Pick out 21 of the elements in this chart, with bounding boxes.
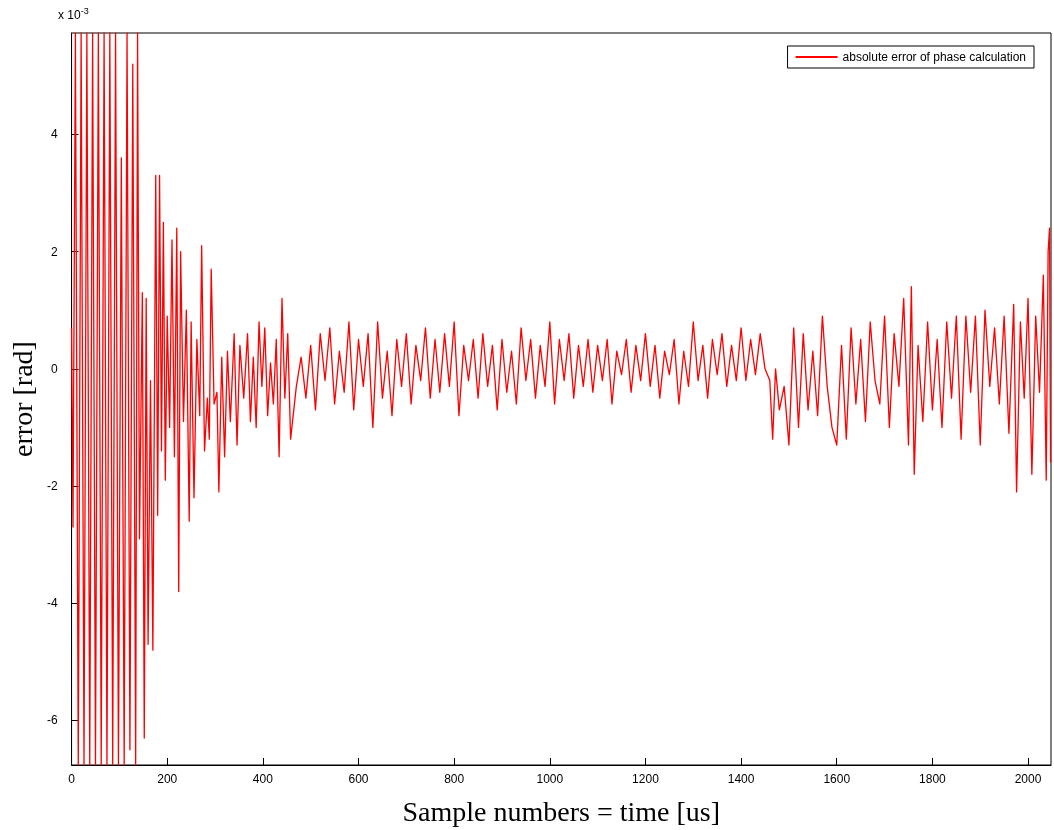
legend-label: absolute error of phase calculation [842,50,1027,64]
y-tick-label: -6 [46,713,58,728]
x-tick-label: 400 [252,772,274,786]
x-tick-label: 600 [348,772,369,786]
y-tick-label: -4 [46,596,58,611]
x-tick-label: 1800 [919,772,947,786]
x-tick-label: 2000 [1014,772,1042,786]
x-tick-label: 200 [157,772,178,786]
x-tick-label: 1200 [632,772,660,786]
x-tick-label: 1400 [727,772,755,786]
x-tick-label: 1000 [536,772,564,786]
x-axis-title: Sample numbers = time [us] [402,795,721,827]
y-axis-title: error [rad] [6,341,38,457]
y-tick-label: 4 [50,127,58,142]
x-tick-label: 1600 [823,772,851,786]
y-tick-label: -2 [46,479,58,494]
line-series [70,32,1052,766]
x-tick-label: 800 [444,772,465,786]
y-tick-label: 2 [50,244,58,259]
y-tick-label: 0 [50,361,58,376]
x-tick-label: 0 [68,772,76,786]
